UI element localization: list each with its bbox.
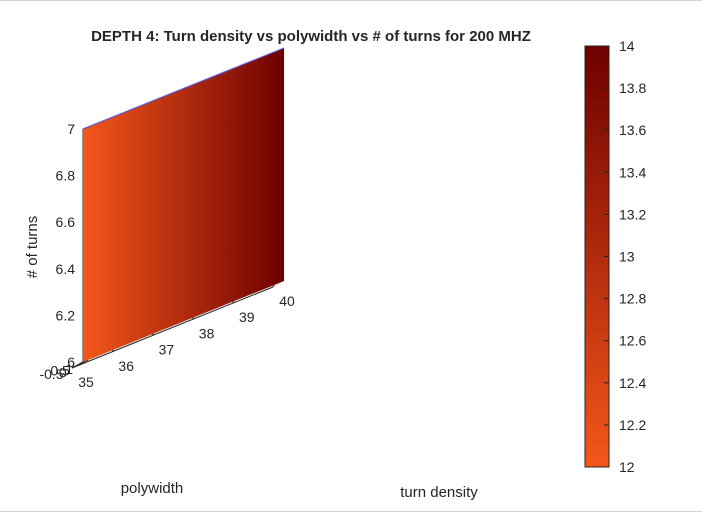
colorbar-tick-label: 12.2 (619, 417, 646, 433)
colorbar-tick-label: 13.2 (619, 206, 646, 222)
x-tick-label: 39 (239, 309, 255, 325)
x-tick-mark (71, 362, 75, 369)
y-tick-label: 0.5 (50, 363, 70, 379)
colorbar-tick-label: 13.4 (619, 164, 646, 180)
surface-top-edge (82, 47, 285, 130)
colorbar-tick-label: 13.8 (619, 80, 646, 96)
colorbar: 12 12.2 12.4 12.6 12.8 13 13.2 13.4 13.6 13.8 14 (584, 38, 646, 475)
tick-labels: 35 36 37 38 39 40 -0.500.516 6.2 6.4 6.6 6.8 7 (39, 121, 295, 390)
x-axis-line (71, 286, 274, 369)
z-tick-label: 6.6 (56, 214, 76, 230)
colorbar-tick-label: 12.4 (619, 375, 646, 391)
x-tick-label: 38 (199, 325, 215, 341)
x-axis-label: turn density (400, 484, 478, 501)
colorbar-tick-label: 12.6 (619, 333, 646, 349)
z-axis-label: # of turns (24, 216, 41, 279)
x-tick-label: 37 (159, 342, 175, 358)
side-wall-grid-line (272, 280, 285, 288)
x-tick-label: 35 (78, 374, 94, 390)
y-axis-label: polywidth (121, 480, 184, 497)
colorbar-tick-label: 14 (619, 38, 635, 54)
z-tick-label: 7 (67, 121, 75, 137)
y-tick-label: -0.5 (39, 366, 63, 382)
x-tick-label: 40 (279, 293, 295, 309)
y-tick-label: 0 (59, 364, 67, 380)
frame-bottom-border (0, 511, 702, 512)
z-tick-label: 6.2 (56, 307, 76, 323)
colorbar-tick-label: 12.8 (619, 291, 646, 307)
chart-title: DEPTH 4: Turn density vs polywidth vs # … (91, 28, 531, 45)
colorbar-tick-label: 13.6 (619, 122, 646, 138)
surface-plot (82, 47, 285, 362)
axis-labels: DEPTH 4: Turn density vs polywidth vs # … (24, 28, 531, 501)
surface-patch (83, 48, 284, 362)
y-tick-label: 1 (65, 361, 73, 377)
z-tick-label: 6.4 (56, 261, 76, 277)
z-tick-mark (82, 359, 89, 363)
colorbar-tick-label: 12 (619, 459, 635, 475)
z-tick-label: 6 (67, 354, 75, 370)
frame-top-border (0, 0, 702, 1)
colorbar-tick-label: 13 (619, 249, 635, 265)
z-tick-label: 6.8 (56, 168, 76, 184)
x-tick-label: 36 (118, 358, 134, 374)
